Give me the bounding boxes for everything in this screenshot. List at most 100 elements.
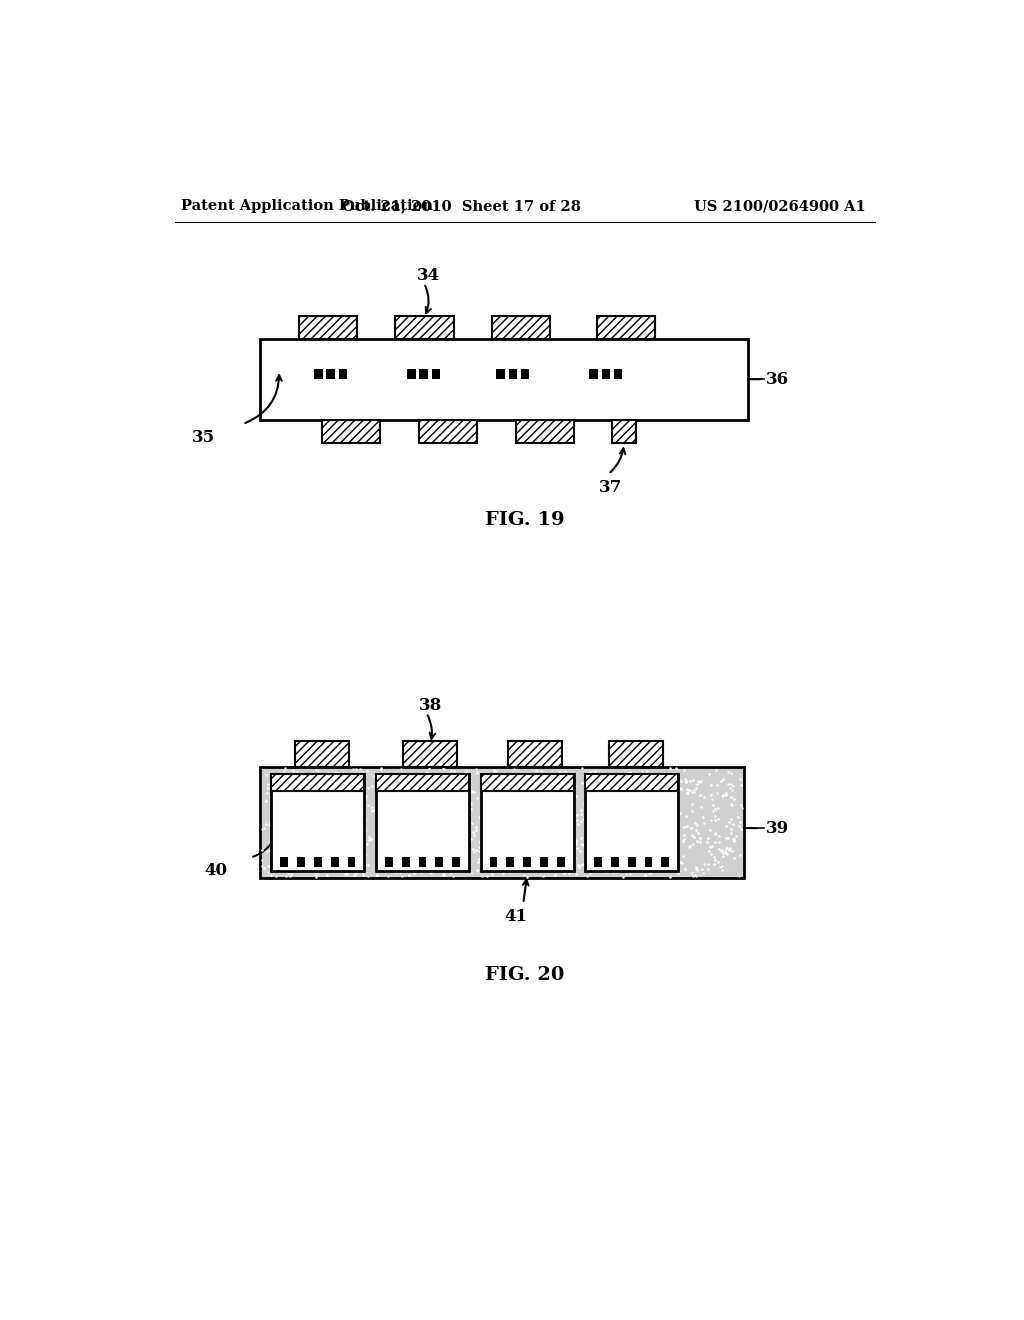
Point: [428, 850, 444, 871]
Point: [414, 783, 430, 804]
Point: [464, 781, 480, 803]
Point: [565, 810, 582, 832]
Point: [355, 770, 372, 791]
Point: [390, 846, 407, 867]
Point: [445, 809, 462, 830]
Point: [465, 838, 481, 859]
Point: [383, 855, 399, 876]
Point: [510, 803, 526, 824]
Point: [723, 809, 739, 830]
Point: [454, 832, 470, 853]
Point: [634, 771, 650, 792]
Point: [573, 758, 590, 779]
Point: [642, 800, 658, 821]
Point: [337, 776, 353, 797]
Point: [672, 803, 688, 824]
Point: [309, 760, 326, 781]
Bar: [339, 370, 347, 379]
Point: [653, 796, 670, 817]
Point: [287, 785, 303, 807]
Point: [436, 857, 453, 878]
Point: [673, 770, 689, 791]
Point: [676, 816, 692, 837]
Point: [455, 861, 471, 882]
Point: [516, 787, 532, 808]
Point: [275, 760, 292, 781]
Point: [504, 832, 520, 853]
Point: [334, 783, 350, 804]
Point: [406, 833, 422, 854]
Point: [637, 809, 653, 830]
Point: [445, 796, 462, 817]
Point: [414, 800, 430, 821]
Point: [355, 784, 372, 805]
Point: [458, 797, 474, 818]
Point: [261, 855, 278, 876]
Point: [403, 843, 420, 865]
Point: [614, 866, 631, 887]
Point: [347, 834, 364, 855]
Point: [536, 787, 552, 808]
Point: [432, 818, 449, 840]
Point: [681, 837, 697, 858]
Point: [716, 842, 732, 863]
Point: [556, 788, 572, 809]
Point: [400, 853, 417, 874]
Point: [291, 857, 307, 878]
Point: [598, 828, 614, 849]
Point: [475, 814, 492, 836]
Point: [507, 767, 523, 788]
Point: [280, 846, 296, 867]
Text: 35: 35: [191, 429, 215, 446]
Point: [284, 842, 300, 863]
Point: [682, 771, 698, 792]
Point: [255, 858, 271, 879]
Point: [423, 791, 439, 812]
Point: [461, 766, 477, 787]
Point: [728, 826, 744, 847]
Point: [520, 776, 537, 797]
Point: [720, 774, 736, 795]
Point: [515, 834, 531, 855]
Point: [656, 820, 673, 841]
Point: [658, 775, 675, 796]
Point: [489, 767, 506, 788]
Point: [293, 810, 309, 832]
Point: [725, 847, 741, 869]
Point: [561, 857, 578, 878]
Point: [488, 760, 505, 781]
Point: [668, 812, 684, 833]
Point: [309, 862, 326, 883]
Point: [408, 804, 424, 825]
Point: [596, 817, 612, 838]
Point: [710, 797, 726, 818]
Point: [419, 762, 435, 783]
Point: [567, 833, 584, 854]
Point: [347, 863, 364, 884]
Point: [718, 784, 734, 805]
Point: [397, 780, 414, 801]
Point: [300, 785, 316, 807]
Bar: [509, 370, 517, 379]
Point: [278, 834, 294, 855]
Point: [534, 785, 550, 807]
Point: [396, 818, 413, 840]
Point: [497, 849, 513, 870]
Point: [312, 799, 329, 820]
Point: [675, 846, 691, 867]
Point: [352, 828, 369, 849]
Point: [474, 866, 490, 887]
Point: [550, 801, 566, 822]
Bar: [489, 857, 498, 867]
Point: [707, 799, 723, 820]
Point: [298, 807, 314, 828]
Point: [310, 800, 327, 821]
Point: [483, 788, 500, 809]
Point: [376, 808, 392, 829]
Point: [307, 854, 324, 875]
Point: [639, 783, 655, 804]
Point: [414, 776, 430, 797]
Point: [393, 851, 410, 873]
Point: [294, 820, 310, 841]
Point: [373, 759, 389, 780]
